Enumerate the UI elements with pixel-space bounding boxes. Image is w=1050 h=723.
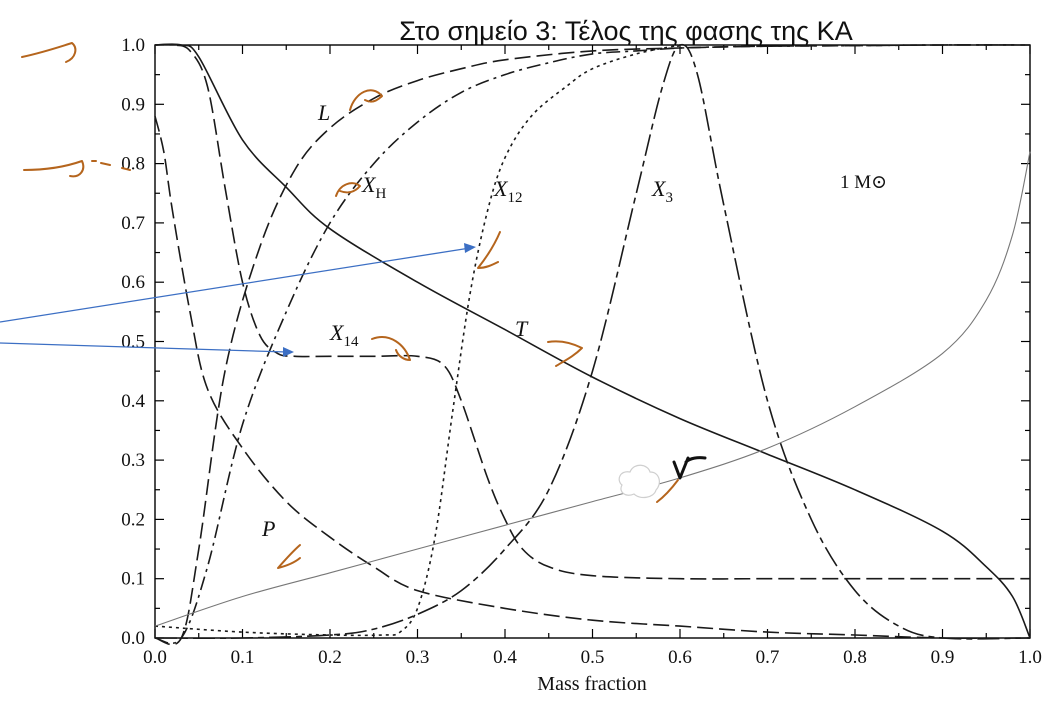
x-axis-label: Mass fraction [537,673,646,695]
curves [154,43,1031,646]
x-tick-label: 0.1 [231,647,255,668]
curve-x-3 [154,43,1031,640]
slide-title: Στο σημείο 3: Τέλος της φασης της ΚΑ [399,16,852,46]
ink-arrow-mid [23,160,85,178]
ink-mark-X14 [371,336,411,361]
ink-mark-T [547,340,583,367]
curve-l [154,44,1031,646]
y-tick-label: 0.2 [121,509,145,530]
ink-dashes-mid [91,160,131,171]
x-tick-label: 0.8 [843,647,867,668]
ink-mark-XH [335,182,361,197]
ink-mark-r [656,479,679,503]
curve-x-12 [154,44,681,637]
x-tick-label: 0.0 [143,647,167,668]
ink-mark-L [349,89,383,111]
ink-mark-X12 [477,231,501,269]
y-tick-label: 0.8 [121,154,145,175]
blue-arrowhead-x12 [464,243,476,253]
y-tick-label: 0.5 [121,332,145,353]
curve-x-h [154,44,1031,645]
x-tick-label: 0.4 [493,647,517,668]
ink-arrow-top [21,42,77,63]
plot-frame [154,44,1031,639]
label-x-12: X12 [493,176,522,206]
x-tick-label: 0.2 [318,647,342,668]
blue-arrows [0,243,476,357]
curve-p [154,116,1031,640]
label-t: T [515,316,529,341]
x-tick-label: 0.9 [931,647,955,668]
y-tick-label: 0.1 [121,569,145,590]
curve-labels: L XH X12 X3 X14 T P [261,100,673,541]
curve-r [154,151,1031,627]
y-tick-label: 1.0 [121,35,145,56]
ink-mark-P [277,544,301,569]
x-tick-label: 0.7 [756,647,780,668]
x-tick-label: 1.0 [1018,647,1042,668]
y-tick-label: 0.0 [121,628,145,649]
x-tick-label: 0.5 [581,647,605,668]
y-tick-label: 0.3 [121,450,145,471]
label-p: P [261,516,275,541]
tick-labels: 0.0 0.1 0.2 0.3 0.4 0.5 0.6 0.7 0.8 0.9 1.0 0.0 0.1 0… [121,35,1042,668]
blue-arrow-to-x14 [0,342,288,353]
curve-t [154,43,1031,639]
mass-annotation: 1 M⊙ [840,172,887,193]
y-tick-label: 0.4 [121,391,145,412]
blue-arrow-to-x12 [0,247,471,323]
ink-r-glyph [672,456,707,480]
y-tick-label: 0.7 [121,213,145,234]
blue-arrowhead-x14 [283,347,294,357]
label-x-3: X3 [651,176,673,206]
handwritten-marks [21,42,707,569]
label-l: L [317,100,330,125]
label-x-14: X14 [329,320,359,350]
x-tick-label: 0.3 [406,647,430,668]
ink-cloud-scribble [618,464,660,499]
y-tick-label: 0.6 [121,272,145,293]
y-tick-label: 0.9 [121,94,145,115]
x-tick-label: 0.6 [668,647,692,668]
axis-ticks [154,44,1031,639]
label-x-h: XH [361,172,386,202]
